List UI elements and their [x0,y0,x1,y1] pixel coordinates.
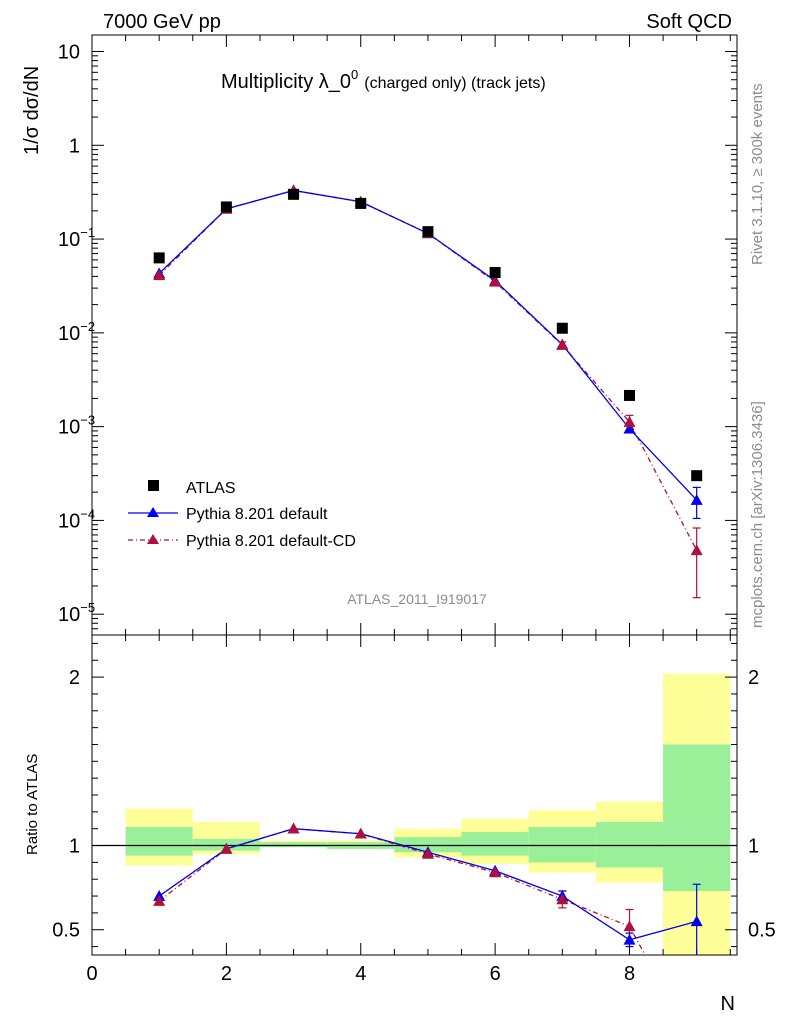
y-axis-label-main: 1/σ dσ/dN [21,66,43,155]
header-left: 7000 GeV pp [103,11,221,33]
ratio-point-default [690,915,703,927]
point-default [690,494,703,505]
y-tick-label-ratio: 2 [69,667,80,689]
legend-marker-default [147,507,159,517]
y-tick-label-main: 10−5 [58,600,95,626]
x-axis-label: N [721,993,735,1015]
y-tick-label-main: 10−3 [58,413,95,439]
point-atlas [691,470,703,482]
point-atlas [556,322,568,334]
y-tick-label-ratio-right: 1 [748,836,759,858]
legend-marker-cd [147,534,159,544]
point-default-cd [153,269,166,281]
band-green [663,744,731,891]
y-tick-label-main: 10−1 [58,225,95,251]
y-tick-label-main: 10−4 [58,506,95,532]
legend-label-cd: Pythia 8.201 default-CD [186,533,356,550]
y-axis-label-ratio: Ratio to ATLAS [24,754,41,855]
series-line-default-cd [158,189,698,551]
ratio-point-default-cd [623,920,636,932]
point-default [623,422,636,434]
y-tick-label-ratio: 1 [69,836,80,858]
ratio-point-default-cd [287,822,300,834]
point-atlas [422,226,434,238]
ratio-point-default-cd [556,893,569,905]
band-green [595,821,664,868]
band-green [528,827,596,863]
ratio-panel: 0.5 0.5 1 1 2 2 0 2 4 6 8 Ratio to ATLAS N [24,634,776,1015]
ratio-point-default-cd [153,895,166,906]
point-atlas [153,252,165,264]
x-tick-label: 6 [490,963,501,985]
point-atlas [489,267,501,279]
ratio-point-default-cd [489,866,502,878]
y-tick-label-ratio-right: 0.5 [748,920,776,942]
ratio-point-default-cd [354,827,367,839]
rivet-label: Rivet 3.1.10, ≥ 300k events [749,83,766,265]
ratio-point-default [623,933,636,945]
point-atlas [288,188,300,200]
ratio-point-default-cd [220,842,233,854]
y-tick-label-main: 1 [69,135,80,157]
point-atlas [624,389,635,401]
x-tick-label: 0 [86,963,97,985]
band-green [461,832,529,856]
band-green [394,837,462,853]
analysis-label: ATLAS_2011_I919017 [347,591,487,607]
point-default-cd [556,339,569,350]
point-atlas [355,197,367,209]
legend-marker-atlas [148,480,159,491]
ratio-point-default-cd [421,847,434,859]
title-sup: 0 [351,67,358,82]
legend-label-atlas: ATLAS [186,480,236,497]
band-green [125,827,193,856]
ratio-panel-frame [91,634,738,956]
point-atlas [220,201,232,213]
x-tick-label: 2 [221,963,232,985]
main-panel: 10 1 10−1 10−2 10−3 10−4 10−5 Multiplicity λ_0… [21,34,738,636]
plot-title: Multiplicity λ_00 (charged only) (track j… [221,67,546,93]
x-tick-label: 8 [624,963,635,985]
title-sub: (charged only) (track jets) [364,75,545,92]
legend: ATLAS Pythia 8.201 default Pythia 8.201 … [128,480,356,550]
header-right: Soft QCD [646,11,732,33]
x-tick-label: 4 [355,963,366,985]
band-green [259,842,328,848]
point-default-cd [623,416,636,427]
mcplots-label: mcplots.cern.ch [arXiv:1306.3436] [749,401,766,628]
point-default-cd [690,544,703,556]
y-tick-label-ratio: 0.5 [52,920,80,942]
point-default-cd [489,275,502,287]
y-tick-label-main: 10 [58,42,80,64]
title-main: Multiplicity λ_0 [221,71,351,93]
y-tick-label-main: 10−2 [58,319,95,345]
y-tick-label-ratio-right: 2 [748,667,759,689]
legend-label-default: Pythia 8.201 default [186,506,328,523]
